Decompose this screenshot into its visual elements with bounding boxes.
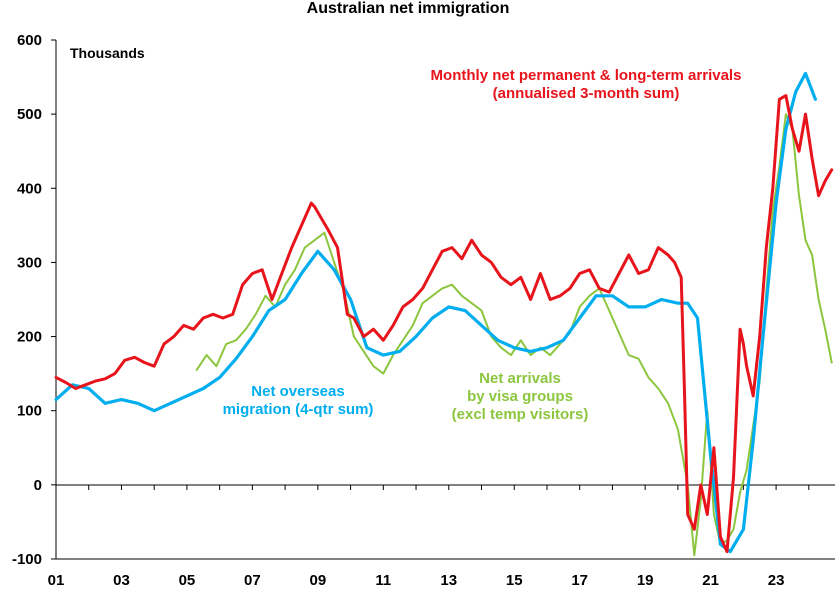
series-label-line: (annualised 3-month sum): [493, 85, 680, 102]
series-label-monthly-arrivals: Monthly net permanent & long-term arriva…: [431, 67, 742, 102]
y-axis: -100 0 100 200 300 400 500 600: [12, 32, 57, 568]
series-label-line: Monthly net permanent & long-term arriva…: [431, 67, 742, 84]
unit-label: Thousands: [70, 45, 145, 61]
series-label-line: by visa groups: [467, 388, 573, 405]
x-tick-label: 19: [637, 572, 654, 589]
x-tick-label: 11: [375, 572, 391, 589]
x-ticks: 01 03 05 07 09 11 13 15 17 19 21 23: [48, 485, 810, 589]
y-ticks: -100 0 100 200 300 400 500 600: [12, 32, 56, 568]
y-tick-label: 300: [17, 254, 42, 271]
y-tick-label: 200: [17, 329, 42, 346]
y-tick-label: 0: [34, 477, 42, 494]
series-group: [54, 71, 834, 557]
x-tick-label: 07: [244, 572, 261, 589]
series-label-net-arrivals-visa: Net arrivals by visa groups (excl temp vis…: [452, 370, 589, 423]
y-tick-label: -100: [12, 551, 42, 568]
x-tick-label: 05: [179, 572, 196, 589]
x-tick-label: 15: [506, 572, 523, 589]
x-axis: 01 03 05 07 09 11 13 15 17 19 21 23: [48, 484, 835, 589]
legend-annotations: Monthly net permanent & long-term arriva…: [223, 67, 742, 423]
x-tick-label: 21: [702, 572, 719, 589]
y-tick-label: 600: [17, 32, 42, 49]
series-label-line: (excl temp visitors): [452, 406, 589, 423]
x-tick-label: 23: [768, 572, 785, 589]
x-tick-label: 01: [48, 572, 65, 589]
x-tick-label: 03: [113, 572, 130, 589]
x-tick-label: 09: [310, 572, 327, 589]
y-tick-label: 400: [17, 180, 42, 197]
chart-title: Australian net immigration: [307, 0, 510, 17]
y-tick-label: 100: [17, 403, 42, 420]
x-tick-label: 17: [571, 572, 588, 589]
series-label-line: migration (4-qtr sum): [223, 401, 374, 418]
y-tick-label: 500: [17, 106, 42, 123]
x-tick-label: 13: [440, 572, 457, 589]
series-label-line: Net overseas: [251, 383, 344, 400]
series-line-monthly-arrivals: [54, 94, 834, 554]
series-label-line: Net arrivals: [479, 370, 561, 387]
series-label-net-overseas-migration: Net overseas migration (4-qtr sum): [223, 383, 374, 418]
